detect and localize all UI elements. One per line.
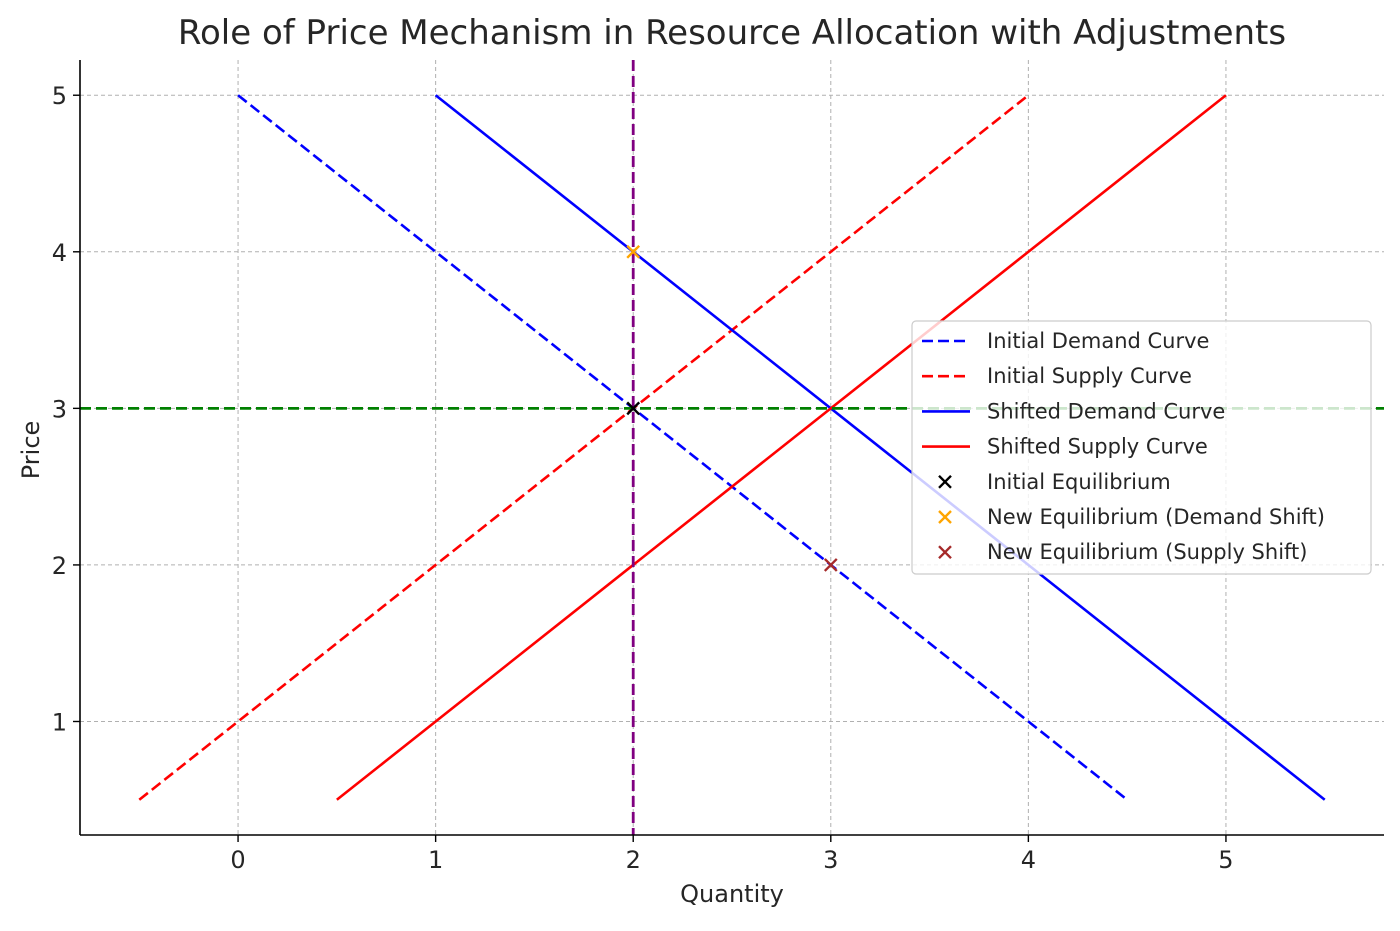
legend-entry-initial-supply-curve-label: Initial Supply Curve xyxy=(987,364,1192,388)
point-new-equilibrium-supply-shift-stroke-b xyxy=(823,558,838,572)
ticks: 0 1 2 3 4 5 1 2 3 4 5 xyxy=(52,82,1234,874)
legend-entry-new-equilibrium-supply-shift: New Equilibrium (Supply Shift) xyxy=(938,540,1308,564)
legend-entry-initial-demand-curve: Initial Demand Curve xyxy=(922,329,1209,353)
legend-entry-initial-supply-curve: Initial Supply Curve xyxy=(922,364,1192,388)
reference-lines xyxy=(80,60,1384,835)
point-new-equilibrium-demand-shift-stroke-b xyxy=(626,244,641,259)
legend-entry-initial-equilibrium-swatch xyxy=(938,474,952,489)
series-lines xyxy=(138,94,1326,801)
legend-entry-new-equilibrium-demand-shift: New Equilibrium (Demand Shift) xyxy=(938,505,1325,529)
legend-entry-initial-equilibrium: Initial Equilibrium xyxy=(938,470,1171,494)
legend-entry-initial-demand-curve-label: Initial Demand Curve xyxy=(987,329,1209,353)
x-tick-label-0: 0 xyxy=(230,846,245,874)
point-initial-equilibrium-stroke-b xyxy=(626,401,641,416)
legend-entry-shifted-demand-curve: Shifted Demand Curve xyxy=(922,399,1225,423)
legend: Initial Demand Curve Initial Supply Curve… xyxy=(911,320,1372,575)
point-new-equilibrium-supply-shift xyxy=(823,558,838,572)
legend-entry-initial-equilibrium-swatch-stroke-b xyxy=(938,474,952,489)
legend-entry-new-equilibrium-demand-shift-swatch xyxy=(938,510,952,524)
axes xyxy=(79,60,1384,836)
x-tick-label-2: 2 xyxy=(626,846,641,874)
point-new-equilibrium-demand-shift xyxy=(626,244,641,259)
x-tick-label-5: 5 xyxy=(1218,846,1233,874)
x-axis-label: Quantity xyxy=(680,880,784,908)
legend-entry-new-equilibrium-demand-shift-label: New Equilibrium (Demand Shift) xyxy=(987,505,1325,529)
legend-entry-shifted-supply-curve-label: Shifted Supply Curve xyxy=(987,435,1208,459)
y-axis-label: Price xyxy=(17,421,45,480)
legend-entry-shifted-supply-curve: Shifted Supply Curve xyxy=(922,435,1208,459)
series-line-initial-demand-curve xyxy=(237,94,1128,801)
y-tick-label-3: 3 xyxy=(52,395,67,423)
series-line-initial-supply-curve xyxy=(138,94,1030,801)
legend-entry-shifted-demand-curve-label: Shifted Demand Curve xyxy=(987,399,1225,423)
chart-title: Role of Price Mechanism in Resource Allo… xyxy=(178,13,1286,53)
series-line-shifted-supply-curve xyxy=(336,94,1227,801)
y-tick-label-4: 4 xyxy=(52,239,67,267)
legend-entry-new-equilibrium-supply-shift-swatch-stroke-b xyxy=(938,545,952,560)
legend-entry-new-equilibrium-supply-shift-label: New Equilibrium (Supply Shift) xyxy=(987,540,1308,564)
x-tick-label-4: 4 xyxy=(1021,846,1036,874)
legend-entry-new-equilibrium-demand-shift-swatch-stroke-b xyxy=(938,510,952,524)
point-initial-equilibrium xyxy=(626,401,641,416)
legend-entry-initial-equilibrium-label: Initial Equilibrium xyxy=(987,470,1171,494)
series-line-shifted-demand-curve xyxy=(434,94,1326,801)
legend-entry-new-equilibrium-supply-shift-swatch xyxy=(938,545,952,560)
equilibrium-points xyxy=(626,244,838,572)
legend-box xyxy=(911,320,1372,575)
x-tick-label-3: 3 xyxy=(823,846,838,874)
y-tick-label-2: 2 xyxy=(52,552,67,580)
y-tick-label-5: 5 xyxy=(52,82,67,110)
x-tick-label-1: 1 xyxy=(428,846,443,874)
y-tick-label-1: 1 xyxy=(52,708,67,736)
